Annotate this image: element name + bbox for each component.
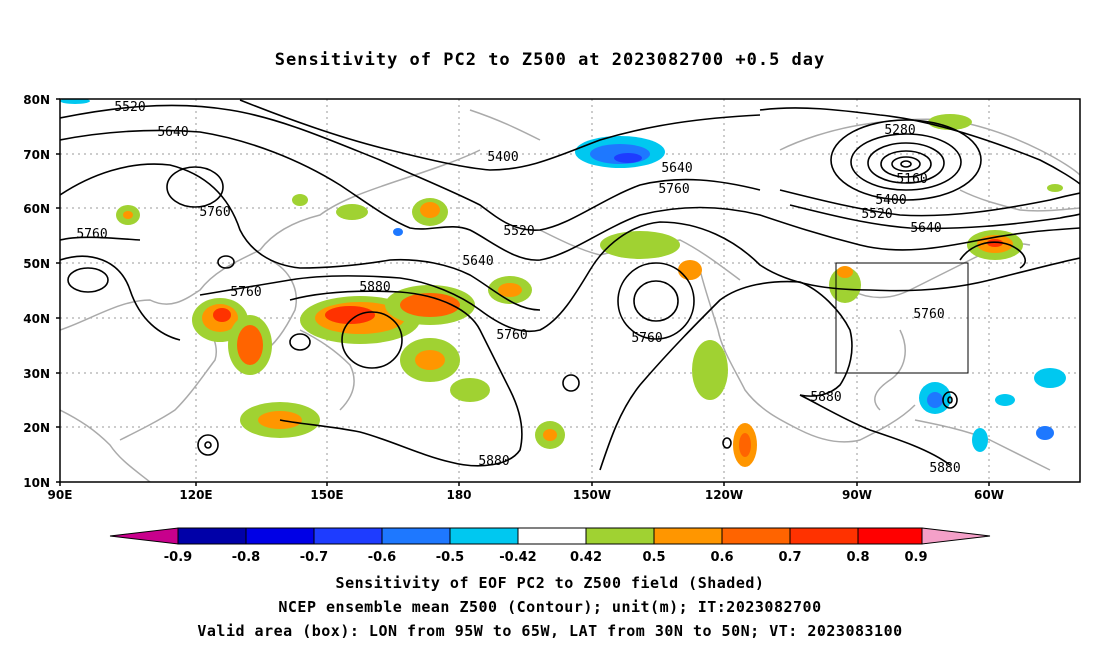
valid-area-box — [835, 262, 969, 374]
z500-contours — [60, 99, 1080, 471]
negative-sensitivity-shading — [60, 99, 1066, 452]
lon-label: 90W — [842, 488, 872, 502]
colorbar-label: -0.8 — [232, 550, 260, 565]
lon-label: 150W — [573, 488, 611, 502]
lon-label: 90E — [48, 488, 73, 502]
lon-label: 180 — [446, 488, 471, 502]
colorbar — [109, 527, 991, 545]
colorbar-label: -0.7 — [300, 550, 328, 565]
colorbar-label: -0.9 — [164, 550, 192, 565]
lat-label: 70N — [23, 148, 50, 162]
contour-label: 5640 — [910, 221, 941, 236]
plot-frame — [59, 98, 1081, 483]
caption-contour: NCEP ensemble mean Z500 (Contour); unit(… — [278, 598, 822, 616]
contour-label: 5280 — [884, 123, 915, 138]
lon-label: 120E — [179, 488, 212, 502]
colorbar-label: -0.6 — [368, 550, 396, 565]
colorbar-label: 0.9 — [904, 550, 927, 565]
contour-label: 5400 — [487, 150, 518, 165]
lon-label: 120W — [705, 488, 743, 502]
lat-label: 50N — [23, 257, 50, 271]
caption-valid-area: Valid area (box): LON from 95W to 65W, L… — [197, 622, 903, 640]
contour-label: 5640 — [661, 161, 692, 176]
colorbar-swatch — [245, 527, 315, 545]
lat-label: 30N — [23, 367, 50, 381]
lat-label: 80N — [23, 93, 50, 107]
caption-shaded: Sensitivity of EOF PC2 to Z500 field (Sh… — [335, 574, 765, 592]
colorbar-label: -0.42 — [499, 550, 536, 565]
contour-label: 5400 — [875, 193, 906, 208]
colorbar-swatch — [517, 527, 587, 545]
contour-label: 5640 — [462, 254, 493, 269]
colorbar-swatch — [381, 527, 451, 545]
colorbar-label: -0.5 — [436, 550, 464, 565]
lat-label: 20N — [23, 421, 50, 435]
colorbar-swatch — [721, 527, 791, 545]
lat-label: 40N — [23, 312, 50, 326]
coastlines — [60, 109, 1080, 482]
map-title: Sensitivity of PC2 to Z500 at 2023082700… — [274, 50, 826, 70]
contour-label: 5760 — [496, 328, 527, 343]
contour-label: 5880 — [359, 280, 390, 295]
colorbar-label: 0.5 — [642, 550, 665, 565]
lat-label: 10N — [23, 476, 50, 490]
colorbar-label: 0.8 — [846, 550, 869, 565]
colorbar-swatch — [789, 527, 859, 545]
contour-label: 5520 — [503, 224, 534, 239]
positive-sensitivity-shading — [116, 114, 1063, 467]
contour-label: 5760 — [913, 307, 944, 322]
colorbar-swatch — [449, 527, 519, 545]
colorbar-swatch — [109, 527, 179, 545]
colorbar-swatch — [585, 527, 655, 545]
lon-label: 150E — [310, 488, 343, 502]
contour-label: 5760 — [631, 331, 662, 346]
contour-label: 5880 — [929, 461, 960, 476]
contour-label: 5520 — [114, 100, 145, 115]
colorbar-label: 0.6 — [710, 550, 733, 565]
colorbar-swatch — [313, 527, 383, 545]
contour-label: 5760 — [76, 227, 107, 242]
colorbar-swatch — [653, 527, 723, 545]
contour-label: 5760 — [199, 205, 230, 220]
contour-label: 5640 — [157, 125, 188, 140]
contour-label: 5760 — [230, 285, 261, 300]
axis-ticks — [56, 98, 990, 486]
colorbar-label: 0.42 — [570, 550, 602, 565]
colorbar-swatch — [857, 527, 923, 545]
contour-label: 5760 — [658, 182, 689, 197]
contour-label: 5520 — [861, 207, 892, 222]
lat-label: 60N — [23, 202, 50, 216]
colorbar-label: 0.7 — [778, 550, 801, 565]
contour-label: 5880 — [478, 454, 509, 469]
contour-label: 5160 — [896, 172, 927, 187]
contour-label: 5880 — [810, 390, 841, 405]
colorbar-swatch — [921, 527, 991, 545]
lon-label: 60W — [974, 488, 1004, 502]
colorbar-swatch — [177, 527, 247, 545]
